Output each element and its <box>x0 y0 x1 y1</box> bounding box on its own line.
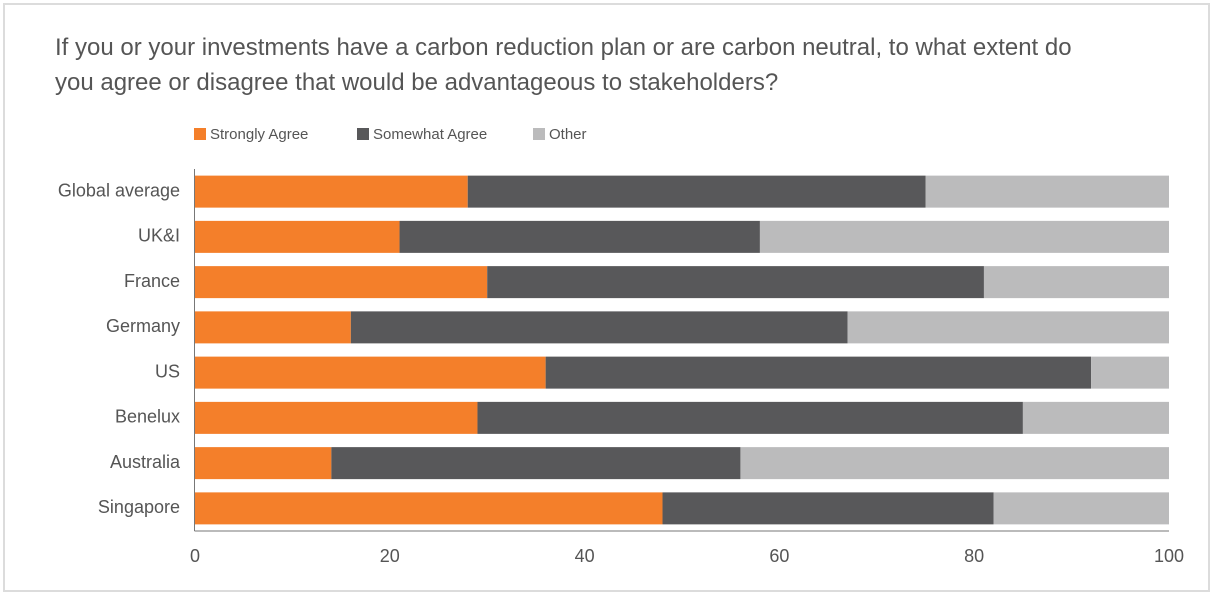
bar-segment <box>195 311 351 344</box>
bar-segment <box>350 311 848 344</box>
bar-segment <box>662 492 994 525</box>
bar-segment <box>1022 401 1169 434</box>
bar-segment <box>195 401 478 434</box>
y-tick-label: Singapore <box>98 497 180 517</box>
x-tick-label: 100 <box>1154 546 1184 566</box>
x-tick-label: 20 <box>380 546 400 566</box>
bar-segment <box>759 220 1169 253</box>
legend-swatch <box>533 128 545 140</box>
frame <box>3 3 1210 592</box>
bar-segment <box>740 447 1169 480</box>
y-tick-label: UK&I <box>138 226 180 246</box>
chart-title: If you or your investments have a carbon… <box>55 34 1072 96</box>
x-tick-label: 40 <box>575 546 595 566</box>
bar-segment <box>847 311 1169 344</box>
bar-segment <box>195 220 400 253</box>
bar-segment <box>545 356 1092 389</box>
bar-segment <box>399 220 760 253</box>
y-tick-label: Benelux <box>115 407 180 427</box>
bar-segment <box>1091 356 1169 389</box>
bar-segment <box>195 356 546 389</box>
bar-segment <box>487 266 984 299</box>
legend-label: Other <box>549 126 587 143</box>
bar-segment <box>195 266 488 299</box>
y-tick-label: US <box>155 361 180 381</box>
bar-segment <box>195 492 663 525</box>
bar-segment <box>195 175 468 208</box>
bar-segment <box>331 447 741 480</box>
y-tick-label: Global average <box>58 180 180 200</box>
bar-segment <box>477 401 1023 434</box>
y-tick-label: France <box>124 271 180 291</box>
bar-segment <box>993 492 1169 525</box>
x-tick-label: 0 <box>190 546 200 566</box>
legend-label: Somewhat Agree <box>373 126 487 143</box>
legend-swatch <box>194 128 206 140</box>
bar-segment <box>925 175 1169 208</box>
bar-segment <box>195 447 332 480</box>
bar-segment <box>983 266 1169 299</box>
legend-swatch <box>357 128 369 140</box>
legend-label: Strongly Agree <box>210 126 308 143</box>
x-tick-label: 60 <box>769 546 789 566</box>
y-tick-label: Australia <box>110 452 181 472</box>
bar-segment <box>467 175 926 208</box>
y-tick-label: Germany <box>106 316 180 336</box>
x-tick-label: 80 <box>964 546 984 566</box>
